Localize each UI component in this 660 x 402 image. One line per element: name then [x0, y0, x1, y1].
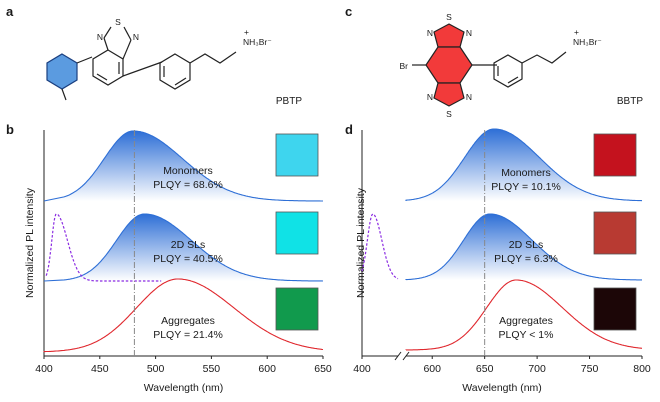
annotation-plqy: PLQY = 40.5%: [153, 253, 223, 265]
series-aggregates: [43, 278, 324, 353]
atom-n: N: [427, 28, 433, 38]
series-fill: [44, 131, 323, 201]
atom-s: S: [115, 17, 121, 27]
sample-color-swatch: [593, 133, 637, 177]
annotation-sample-name: Monomers: [501, 167, 551, 179]
compound-name-pbtp: PBTP: [276, 96, 302, 107]
panel-label-c: c: [345, 4, 352, 19]
annotation-sample-name: 2D SLs: [171, 239, 205, 251]
panel-label-b: b: [6, 122, 14, 137]
x-tick-label: 750: [581, 363, 599, 375]
annotation-plqy: PLQY = 10.1%: [491, 181, 561, 193]
sample-color-swatch: [593, 211, 637, 255]
sample-color-swatch: [275, 211, 319, 255]
atom-n: N: [133, 32, 139, 42]
series-fill: [406, 214, 642, 280]
plot-frame: [361, 130, 642, 361]
thiadiazole-ring-bottom: [433, 82, 465, 107]
annotation-sample-name: Monomers: [163, 165, 213, 177]
x-tick-label: 500: [147, 363, 165, 375]
series-line: [405, 213, 642, 281]
series-line: [405, 279, 643, 351]
series-2d-sls: [405, 213, 642, 281]
atom-n: N: [97, 32, 103, 42]
series-fill: [406, 129, 642, 201]
annotation-sample-name: Aggregates: [161, 315, 215, 327]
series-2d-sls-excitation: [361, 213, 399, 280]
amine-group: NH₃Br⁻: [573, 37, 602, 47]
series-fill: [44, 214, 323, 281]
y-axis-label: Normalized PL intensity: [355, 187, 367, 298]
y-axis-label: Normalized PL intensity: [24, 187, 36, 298]
annotation-sample-name: 2D SLs: [509, 239, 543, 251]
pbtp-molecule-structure: [46, 26, 237, 101]
sample-color-swatch: [275, 287, 319, 331]
tolyl-ring: [46, 53, 78, 90]
series-line: [405, 128, 643, 202]
x-tick-label: 550: [203, 363, 221, 375]
plot-frame: [43, 130, 323, 357]
annotation-plqy: PLQY < 1%: [499, 329, 554, 341]
central-benzene-ring: [425, 46, 473, 84]
atom-s: S: [446, 109, 452, 119]
x-tick-label: 800: [633, 363, 651, 375]
series-line: [43, 130, 323, 202]
annotation-sample-name: Aggregates: [499, 315, 553, 327]
x-tick-label: 700: [528, 363, 546, 375]
annotation-plqy: PLQY = 68.6%: [153, 179, 223, 191]
panel-label-a: a: [6, 4, 14, 19]
x-tick-label: 450: [91, 363, 109, 375]
series-aggregates: [405, 279, 643, 351]
axis-break-mark: [402, 351, 410, 361]
compound-name-bbtp: BBTP: [617, 96, 643, 107]
atom-br: Br: [400, 61, 409, 71]
series-line: [361, 213, 399, 280]
bbtp-molecule-structure: [412, 23, 567, 107]
x-tick-label: 650: [314, 363, 332, 375]
annotation-plqy: PLQY = 6.3%: [494, 253, 558, 265]
x-tick-label: 400: [35, 363, 53, 375]
sample-color-swatch: [593, 287, 637, 331]
atom-n: N: [466, 92, 472, 102]
x-tick-label: 600: [258, 363, 276, 375]
chart-panel-d: 400 600 650 700 750 800 Wavelength (nm) Normali…: [353, 128, 651, 394]
atom-n: N: [466, 28, 472, 38]
atom-s: S: [446, 12, 452, 22]
series-monomers: [43, 130, 323, 202]
sample-color-swatch: [275, 133, 319, 177]
chart-panel-b: 400 450 500 550 600 650 Wavelength (nm) Normali…: [24, 130, 332, 394]
atom-n: N: [427, 92, 433, 102]
series-monomers: [405, 128, 643, 202]
series-2d-sls: [43, 213, 324, 282]
amine-group: NH₃Br⁻: [243, 37, 272, 47]
x-axis-label: Wavelength (nm): [462, 382, 542, 394]
panel-label-d: d: [345, 122, 353, 137]
x-tick-label: 650: [476, 363, 494, 375]
x-tick-label: 400: [353, 363, 371, 375]
charge-sign: +: [244, 27, 249, 37]
x-axis-label: Wavelength (nm): [144, 382, 224, 394]
charge-sign: +: [574, 27, 579, 37]
series-line: [43, 213, 324, 282]
thiadiazole-ring-top: [433, 23, 465, 48]
annotation-plqy: PLQY = 21.4%: [153, 329, 223, 341]
axis-break-mark: [394, 351, 402, 361]
series-line: [43, 278, 324, 353]
x-tick-label: 600: [423, 363, 441, 375]
